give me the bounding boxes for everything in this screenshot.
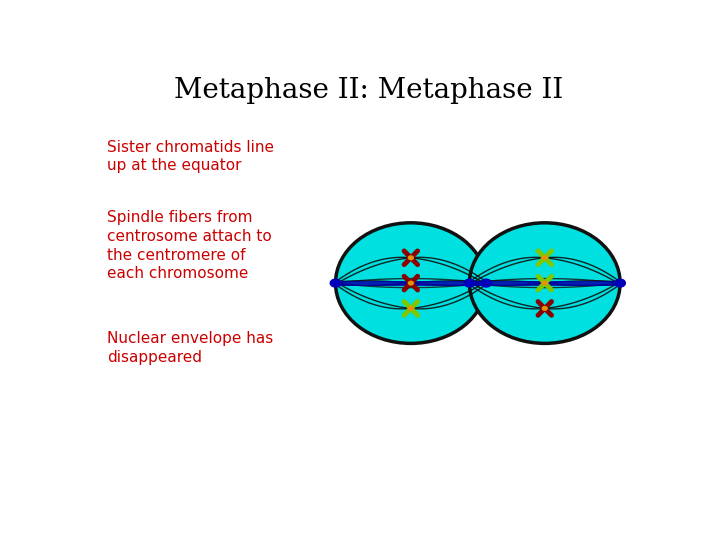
Circle shape [464,279,474,287]
Ellipse shape [469,223,620,343]
Text: Nuclear envelope has
disappeared: Nuclear envelope has disappeared [107,331,273,364]
Circle shape [542,307,547,310]
Circle shape [615,279,626,287]
Bar [336,281,486,286]
Circle shape [542,281,547,285]
Circle shape [542,256,547,260]
Bar [469,281,620,286]
Ellipse shape [336,223,486,343]
Circle shape [408,307,413,310]
Text: Metaphase II: Metaphase II: Metaphase II: Metaphase II [174,77,564,104]
Text: Spindle fibers from
centrosome attach to
the centromere of
each chromosome: Spindle fibers from centrosome attach to… [107,210,271,281]
Circle shape [408,256,413,260]
Text: Sister chromatids line
up at the equator: Sister chromatids line up at the equator [107,140,274,173]
Circle shape [481,279,492,287]
Circle shape [330,279,341,287]
Circle shape [408,281,413,285]
